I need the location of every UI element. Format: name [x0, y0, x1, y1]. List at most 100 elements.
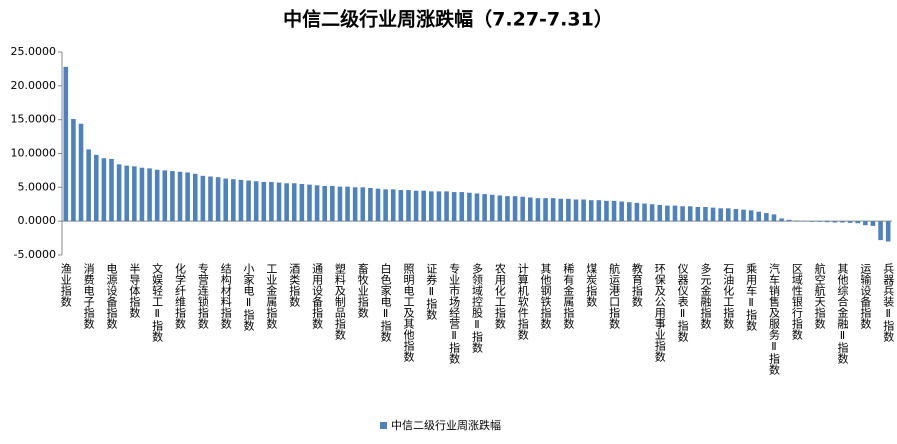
bar [855, 221, 861, 224]
y-tick-label: 5.0000 [18, 180, 57, 193]
bar [558, 198, 564, 222]
bar [756, 211, 762, 222]
x-tick-label: 环保及公用事业指数 [653, 263, 666, 363]
x-tick-label: 消费电子指数 [82, 262, 95, 330]
bar [185, 172, 190, 222]
x-tick-label: 专业市场经营Ⅱ指数 [448, 262, 461, 365]
x-tick-label: 其他综合金融Ⅱ指数 [836, 263, 849, 365]
bar [459, 192, 465, 222]
bar [543, 198, 548, 222]
bar [116, 164, 122, 222]
y-tick-label: 0.0000 [18, 214, 57, 227]
x-tick-label: 文娱轻工Ⅱ指数 [151, 262, 164, 343]
bar [786, 219, 792, 222]
bar [124, 165, 130, 222]
bar [154, 169, 160, 222]
y-tick-label: 10.0000 [11, 147, 57, 160]
legend-label: 中信二级行业周涨跌幅 [391, 418, 501, 432]
x-tick-label: 石油化工指数 [722, 263, 735, 330]
bar [269, 181, 274, 222]
x-tick-label: 照明电工及其他指数 [402, 263, 415, 363]
bar [337, 186, 343, 222]
bar [566, 198, 571, 222]
bar [436, 191, 442, 222]
bar [132, 166, 137, 222]
x-tick-label: 多领域控股Ⅱ指数 [471, 262, 484, 354]
bar [322, 185, 327, 222]
x-tick-label: 电源设备指数 [105, 263, 118, 330]
bar [109, 158, 114, 222]
y-tick-label: 20.0000 [11, 79, 57, 92]
bar [307, 184, 312, 222]
bar [695, 206, 701, 222]
bar [360, 187, 366, 222]
x-tick-label: 汽车销售及服务Ⅱ指数 [767, 262, 780, 376]
bar [809, 221, 815, 222]
x-tick-label: 航运港口指数 [608, 262, 621, 330]
bar [596, 200, 602, 222]
y-tick-label: 25.0000 [11, 45, 57, 58]
bar [588, 200, 594, 222]
bar [840, 221, 845, 223]
x-tick-label: 航空航天指数 [813, 262, 826, 330]
bar [162, 170, 168, 222]
bar [657, 204, 663, 222]
bar [261, 181, 267, 222]
x-tick-label: 多元金融指数 [699, 262, 712, 330]
bar [71, 118, 76, 222]
bar [832, 221, 838, 223]
x-tick-label: 稀有金属指数 [562, 263, 575, 330]
bar [238, 179, 244, 222]
x-tick-label: 乘用车Ⅱ指数 [745, 263, 758, 332]
bar [687, 206, 693, 222]
bar [231, 179, 236, 222]
x-tick-label: 区域性银行指数 [790, 263, 803, 341]
bar [368, 188, 373, 222]
bar [520, 196, 525, 222]
x-tick-label: 煤炭指数 [585, 263, 598, 308]
x-tick-label: 农用化工指数 [493, 262, 506, 330]
bar [101, 158, 107, 222]
bar [314, 185, 320, 222]
x-tick-label: 畜牧业指数 [356, 262, 369, 319]
bar [550, 198, 556, 222]
y-tick-label: 15.0000 [11, 113, 57, 126]
x-tick-label: 白色家电Ⅱ指数 [379, 262, 392, 343]
bar [451, 192, 457, 222]
bar [847, 221, 853, 223]
x-tick-label: 仪器仪表Ⅱ指数 [676, 263, 689, 343]
bar [489, 194, 495, 222]
bar [223, 178, 228, 222]
bar [467, 192, 472, 222]
bar [200, 175, 206, 222]
bar [276, 182, 282, 222]
bar [611, 200, 617, 222]
bar [649, 204, 655, 222]
x-tick-label: 兵器兵装Ⅱ指数 [882, 263, 895, 343]
x-tick-label: 专营连锁指数 [196, 262, 209, 330]
chart-title: 中信二级行业周涨跌幅（7.27-7.31） [283, 8, 613, 31]
x-tick-label: 证券Ⅱ指数 [425, 263, 438, 321]
bar [794, 220, 800, 222]
bar [429, 191, 434, 222]
bar [710, 207, 716, 222]
bar [398, 190, 404, 222]
bar [192, 173, 198, 222]
bar [375, 188, 381, 222]
x-tick-label: 小家电Ⅱ指数 [242, 263, 255, 332]
bar [672, 205, 678, 222]
bar [535, 198, 541, 222]
bar [299, 183, 305, 222]
bar [642, 203, 647, 222]
bar [215, 177, 221, 222]
bar [421, 190, 426, 222]
bar [177, 171, 183, 222]
x-tick-label: 其他钢铁指数 [539, 263, 552, 330]
bar [764, 213, 769, 222]
bar [885, 221, 891, 242]
bar [291, 183, 297, 222]
y-tick-label: -5.0000 [14, 248, 56, 261]
bar [497, 195, 503, 222]
bar [863, 221, 868, 226]
